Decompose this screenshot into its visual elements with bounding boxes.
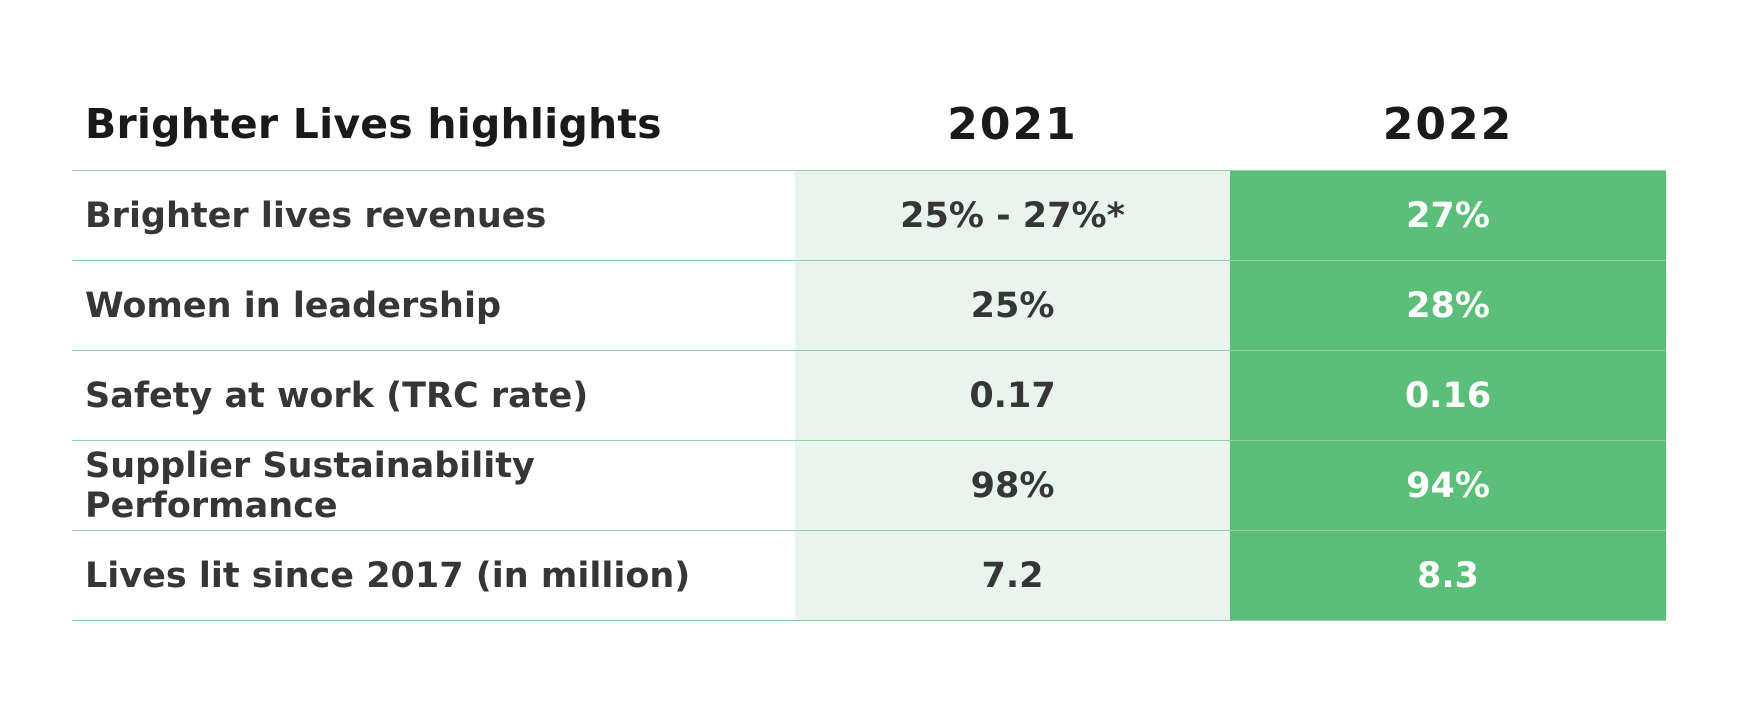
table-row: Lives lit since 2017 (in million) 7.2 8.… [72, 531, 1666, 621]
cell-2021: 25% [795, 261, 1230, 350]
cell-2022: 0.16 [1230, 351, 1666, 440]
cell-2021: 7.2 [795, 531, 1230, 620]
table-row: Women in leadership 25% 28% [72, 261, 1666, 351]
row-label: Supplier Sustainability Performance [85, 445, 535, 526]
table-row: Supplier Sustainability Performance 98% … [72, 441, 1666, 531]
row-label: Lives lit since 2017 (in million) [85, 555, 691, 596]
cell-2021: 25% - 27%* [795, 171, 1230, 260]
table-row: Safety at work (TRC rate) 0.17 0.16 [72, 351, 1666, 441]
cell-2022: 28% [1230, 261, 1666, 350]
column-header-2022: 2022 [1382, 98, 1514, 150]
cell-2022: 8.3 [1230, 531, 1666, 620]
cell-2021: 98% [795, 441, 1230, 530]
table-header-row: Brighter Lives highlights 2021 2022 [72, 78, 1666, 171]
row-label: Brighter lives revenues [85, 195, 547, 236]
table-row: Brighter lives revenues 25% - 27%* 27% [72, 171, 1666, 261]
table-title: Brighter Lives highlights [85, 100, 662, 148]
cell-2022: 27% [1230, 171, 1666, 260]
cell-2022: 94% [1230, 441, 1666, 530]
highlights-table: Brighter Lives highlights 2021 2022 Brig… [72, 78, 1666, 621]
row-label: Women in leadership [85, 285, 502, 326]
row-label: Safety at work (TRC rate) [85, 375, 589, 416]
column-header-2021: 2021 [947, 98, 1078, 150]
cell-2021: 0.17 [795, 351, 1230, 440]
